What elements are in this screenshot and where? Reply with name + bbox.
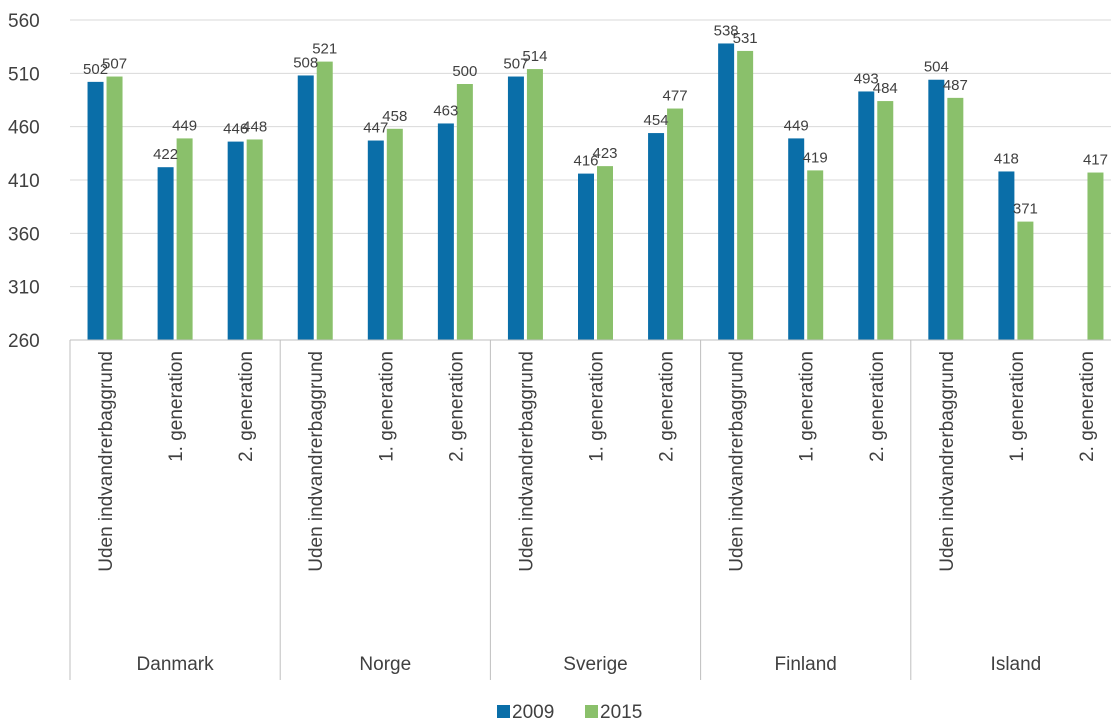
data-label: 487 (943, 77, 968, 94)
x-group-label: Norge (359, 654, 411, 675)
bar-2009 (718, 43, 735, 340)
bar-2009 (157, 167, 174, 340)
bar-2015 (597, 166, 613, 340)
bar-2015 (667, 108, 684, 341)
bar-2015 (316, 61, 333, 340)
data-label: 538 (714, 22, 739, 39)
y-tick-label: 410 (8, 171, 40, 192)
bar-2009 (437, 123, 454, 340)
data-label: 422 (153, 146, 178, 163)
data-label: 507 (503, 56, 528, 73)
x-group-label: Island (991, 654, 1042, 675)
bar-2015 (176, 138, 193, 340)
y-tick-label: 310 (8, 278, 40, 299)
bar-2015 (877, 101, 894, 340)
data-label: 447 (363, 120, 388, 137)
data-label: 458 (382, 108, 407, 125)
x-group-label: Sverige (563, 654, 627, 675)
data-label: 521 (312, 41, 337, 58)
x-category-label: 2. generation (867, 351, 888, 462)
data-label: 463 (433, 102, 458, 119)
data-label: 418 (994, 150, 1019, 167)
bar-2015 (526, 69, 543, 341)
data-label: 449 (172, 117, 197, 134)
bar-2009 (648, 133, 665, 340)
x-category-label: 2. generation (1077, 351, 1098, 462)
bar-2015 (246, 139, 263, 340)
data-label: 531 (733, 30, 758, 47)
y-tick-label: 460 (8, 118, 40, 139)
legend: 2009 2015 (497, 702, 642, 722)
bar-2009 (578, 173, 594, 340)
y-tick-label: 360 (8, 224, 40, 245)
data-label: 507 (102, 56, 127, 73)
data-label: 500 (452, 63, 477, 80)
data-label: 477 (663, 88, 688, 105)
bar-2009 (928, 79, 945, 340)
bar-2009 (297, 75, 314, 340)
bar-2015 (386, 128, 403, 340)
data-label: 446 (223, 121, 248, 138)
bar-2015 (807, 170, 824, 340)
y-axis: 260 310 360 410 460 510 560 (8, 11, 40, 352)
data-label: 493 (854, 70, 879, 87)
data-labels: 5024224465084474635074164545384494935044… (83, 22, 1108, 217)
x-category-label: 2. generation (657, 351, 678, 462)
y-tick-label: 510 (8, 64, 40, 85)
y-tick-label: 560 (8, 11, 40, 32)
data-label: 484 (873, 80, 898, 97)
data-label: 419 (803, 149, 828, 166)
bar-2009 (998, 171, 1015, 340)
bar-2015 (947, 97, 964, 340)
x-category-label: 1. generation (376, 351, 397, 462)
x-category-label: Uden indvandrerbaggrund (937, 351, 958, 572)
x-category-label: 1. generation (797, 351, 818, 462)
bar-2009 (367, 140, 384, 340)
y-tick-label: 260 (8, 331, 40, 352)
x-category-label: 1. generation (587, 351, 608, 462)
x-group-label: Finland (775, 654, 837, 675)
x-category-label: Uden indvandrerbaggrund (727, 351, 748, 572)
x-category-label: 2. generation (446, 351, 467, 462)
x-group-label: Danmark (137, 654, 215, 675)
gridlines (70, 19, 1111, 341)
bar-2009 (227, 141, 244, 340)
bar-2009 (87, 81, 104, 340)
data-label: 502 (83, 61, 108, 78)
data-label: 371 (1013, 201, 1038, 218)
bar-2015 (1017, 221, 1034, 340)
data-label: 423 (592, 145, 617, 162)
bar-2015 (456, 84, 473, 340)
x-category-label: 1. generation (166, 351, 187, 462)
bar-2015 (737, 50, 754, 340)
x-category-label: Uden indvandrerbaggrund (96, 351, 117, 572)
data-label: 417 (1083, 152, 1108, 169)
legend-swatch (585, 705, 598, 718)
x-category-label: 2. generation (236, 351, 257, 462)
bar-2009 (507, 76, 524, 341)
bar-2009 (858, 91, 875, 340)
data-label: 448 (242, 118, 267, 135)
data-label: 514 (522, 48, 547, 65)
data-label: 454 (644, 112, 669, 129)
x-category-label: Uden indvandrerbaggrund (306, 351, 327, 572)
bars (87, 43, 1104, 341)
data-label: 504 (924, 59, 949, 76)
bar-2015 (1087, 172, 1104, 340)
legend-label: 2009 (512, 702, 554, 722)
x-category-label: 1. generation (1007, 351, 1028, 462)
bar-2009 (788, 138, 805, 340)
legend-label: 2015 (600, 702, 642, 722)
data-label: 416 (573, 153, 598, 170)
x-axis: Uden indvandrerbaggrund 1. generation 2. g… (69, 339, 1111, 680)
data-label: 508 (293, 54, 318, 71)
x-category-label: Uden indvandrerbaggrund (516, 351, 537, 572)
legend-swatch (497, 705, 510, 718)
data-label: 449 (784, 117, 809, 134)
bar-2015 (106, 76, 123, 341)
